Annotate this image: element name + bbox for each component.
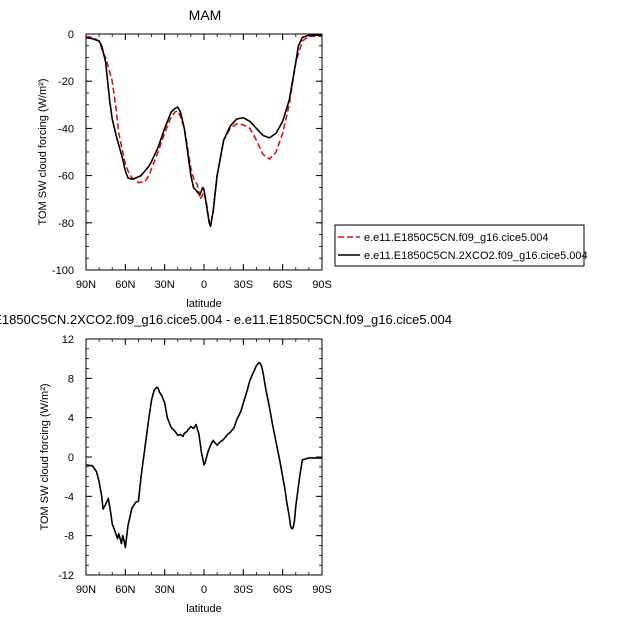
y-tick-label: 4 [68, 413, 74, 425]
series-line-control [85, 35, 322, 226]
x-tick-label: 0 [201, 584, 207, 596]
x-tick-label: 30N [155, 584, 175, 596]
legend-label-2xco2: e.e11.E1850C5CN.2XCO2.f09_g16.cice5.004 [364, 250, 588, 262]
y-tick-label: -40 [58, 123, 74, 135]
x-tick-label: 90N [76, 279, 96, 291]
panel-mam-y-axis-label: TOM SW cloud forcing (W/m²) [37, 78, 49, 225]
series-line-difference [85, 361, 322, 549]
panel-mam-y-ticks: 0 -20 -40 -60 -80 -100 [52, 29, 322, 277]
y-tick-label: -4 [64, 491, 74, 503]
panel-mam-x-ticks: 90N 60N 30N 0 30S 60S 90S [76, 34, 332, 291]
panel-mam-series [85, 34, 322, 228]
series-line-2xco2 [85, 34, 322, 228]
x-tick-label: 60N [115, 279, 135, 291]
y-tick-label: -80 [58, 218, 74, 230]
y-tick-label: 0 [68, 29, 74, 41]
x-tick-label: 60S [273, 279, 293, 291]
panel-difference-x-ticks: 90N 60N 30N 0 30S 60S 90S [76, 339, 332, 596]
x-tick-label: 90S [312, 279, 332, 291]
x-tick-label: 60N [115, 584, 135, 596]
panel-difference-series [85, 361, 322, 549]
x-tick-label: 30N [155, 279, 175, 291]
legend: e.e11.E1850C5CN.f09_g16.cice5.004 e.e11.… [334, 224, 588, 267]
y-tick-label: 0 [68, 452, 74, 464]
y-tick-label: 12 [62, 334, 74, 346]
panel-difference-title: e.e11.E1850C5CN.2XCO2.f09_g16.cice5.004 … [0, 312, 452, 327]
y-tick-label: -100 [52, 265, 74, 277]
panel-mam-title: MAM [189, 7, 222, 23]
panel-difference: e.e11.E1850C5CN.2XCO2.f09_g16.cice5.004 … [0, 312, 452, 615]
x-tick-label: 0 [201, 279, 207, 291]
panel-difference-x-axis-label: latitude [186, 603, 221, 615]
legend-label-control: e.e11.E1850C5CN.f09_g16.cice5.004 [364, 232, 549, 244]
x-tick-label: 90S [312, 584, 332, 596]
panel-difference-y-ticks: 12 8 4 0 -4 -8 -12 [58, 334, 322, 582]
panel-difference-y-axis-label: TOM SW cloud forcing (W/m²) [39, 383, 51, 530]
y-tick-label: 8 [68, 373, 74, 385]
panel-mam-x-axis-label: latitude [186, 298, 221, 310]
y-tick-label: -20 [58, 76, 74, 88]
x-tick-label: 60S [273, 584, 293, 596]
y-tick-label: -12 [58, 570, 74, 582]
x-tick-label: 30S [234, 279, 254, 291]
y-tick-label: -60 [58, 171, 74, 183]
x-tick-label: 30S [234, 584, 254, 596]
legend-box [334, 224, 585, 267]
y-tick-label: -8 [64, 531, 74, 543]
x-tick-label: 90N [76, 584, 96, 596]
panel-mam: MAM 90N 60N 30N 0 30S 60S 90S 0 -20 -40 -60 -80 -10… [37, 7, 588, 310]
